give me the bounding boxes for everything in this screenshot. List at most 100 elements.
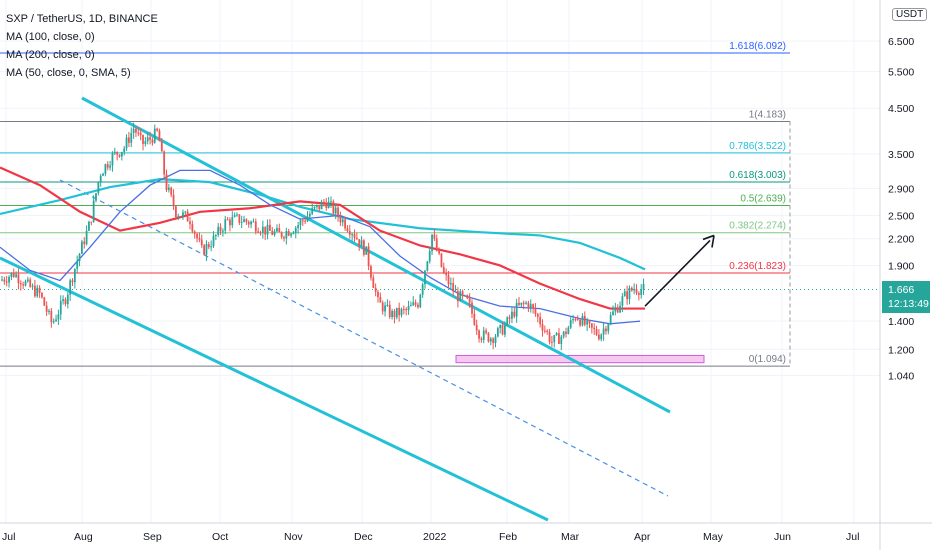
fib-label: 1.618(6.092) xyxy=(729,41,786,52)
x-tick-label: Sep xyxy=(143,531,162,543)
candle-body xyxy=(567,327,570,335)
candle-body xyxy=(473,313,476,325)
candle-body xyxy=(583,315,586,325)
legend-symbol[interactable]: SXP / TetherUS, 1D, BINANCE xyxy=(6,13,158,25)
candle-body xyxy=(132,128,135,134)
candle-body xyxy=(231,216,234,226)
x-tick-label: Apr xyxy=(634,531,651,543)
candle-body xyxy=(367,246,370,267)
candle-body xyxy=(605,328,607,332)
candle-body xyxy=(1,279,3,281)
candle-body xyxy=(224,219,227,231)
candle-body xyxy=(266,224,269,235)
candle-body xyxy=(31,285,34,287)
candle-body xyxy=(478,330,480,339)
candle-body xyxy=(261,226,264,233)
time-axis[interactable]: Jul Aug Sep Oct Nov Dec 2022 Feb Mar Apr May Jun Jul xyxy=(0,522,932,543)
fib-label: 1(4.183) xyxy=(749,110,786,121)
candle-body xyxy=(612,311,614,316)
candle-body xyxy=(635,288,638,293)
candle-body xyxy=(85,230,88,245)
candle-body xyxy=(306,216,309,222)
candle-body xyxy=(128,137,130,143)
candle-body xyxy=(449,283,452,285)
candle-body xyxy=(189,221,191,224)
candle-body xyxy=(633,288,636,291)
candle-body xyxy=(193,231,196,234)
candle-body xyxy=(442,266,445,273)
candle-body xyxy=(461,291,464,296)
candle-body xyxy=(200,239,203,246)
candle-body xyxy=(539,316,542,325)
candle-body xyxy=(614,308,617,312)
candle-body xyxy=(558,333,560,344)
candle-body xyxy=(551,341,553,343)
candle-body xyxy=(602,328,605,335)
last-price-tag: 1.666 12:13:49 xyxy=(882,281,930,314)
candle-body xyxy=(113,151,116,154)
candle-body xyxy=(546,330,549,333)
candle-body xyxy=(548,332,551,342)
candle-body xyxy=(177,216,180,218)
price-axis[interactable]: 6.500 5.500 4.500 3.500 2.900 2.500 2.200 1.900… xyxy=(879,0,926,550)
candle-body xyxy=(191,223,194,232)
candle-body xyxy=(337,207,339,217)
candle-body xyxy=(29,279,32,287)
candle-body xyxy=(506,317,509,326)
candle-body xyxy=(400,308,403,316)
candle-body xyxy=(447,275,450,285)
candle-body xyxy=(348,230,351,235)
candle-body xyxy=(374,287,377,292)
candle-body xyxy=(57,314,60,320)
candle-body xyxy=(50,310,53,323)
candle-body xyxy=(55,319,57,322)
candle-body xyxy=(339,216,342,223)
candle-body xyxy=(52,321,55,323)
candle-body xyxy=(278,228,281,233)
candle-body xyxy=(97,181,100,194)
currency-unit-badge[interactable]: USDT xyxy=(892,8,928,21)
candle-body xyxy=(26,279,29,282)
candle-body xyxy=(290,233,292,236)
candle-body xyxy=(19,283,22,285)
candle-body xyxy=(431,234,433,252)
candle-body xyxy=(388,304,391,318)
candle-body xyxy=(273,231,276,235)
candle-body xyxy=(433,234,436,239)
candle-body xyxy=(334,207,337,214)
x-tick-label: 2022 xyxy=(423,531,447,543)
candle-body xyxy=(78,253,81,262)
legend-ma100[interactable]: MA (100, close, 0) xyxy=(6,31,95,43)
candle-body xyxy=(238,214,241,223)
candle-body xyxy=(62,299,64,302)
candle-body xyxy=(402,308,405,310)
support-zone xyxy=(455,354,705,364)
candle-body xyxy=(125,137,128,149)
candle-body xyxy=(534,308,537,315)
candle-body xyxy=(395,307,398,318)
candle-body xyxy=(459,291,462,302)
legend-ma200[interactable]: MA (200, close, 0) xyxy=(6,49,95,61)
candle-body xyxy=(116,151,119,155)
candle-body xyxy=(36,287,39,297)
candle-body xyxy=(588,320,591,324)
candle-body xyxy=(532,304,534,309)
candle-body xyxy=(332,201,335,214)
candle-body xyxy=(598,334,600,340)
candle-body xyxy=(212,235,215,247)
candle-body xyxy=(203,245,205,255)
x-tick-label: May xyxy=(703,531,724,543)
candle-body xyxy=(186,211,189,222)
candle-body xyxy=(45,305,48,312)
legend-ma50[interactable]: MA (50, close, 0, SMA, 5) xyxy=(6,67,131,79)
candle-body xyxy=(146,137,149,142)
candle-body xyxy=(252,221,255,223)
candle-body xyxy=(156,128,158,131)
candle-body xyxy=(120,151,123,157)
candle-body xyxy=(297,225,299,228)
candle-body xyxy=(471,302,473,314)
arrow-head xyxy=(702,234,715,248)
candle-body xyxy=(581,315,584,326)
